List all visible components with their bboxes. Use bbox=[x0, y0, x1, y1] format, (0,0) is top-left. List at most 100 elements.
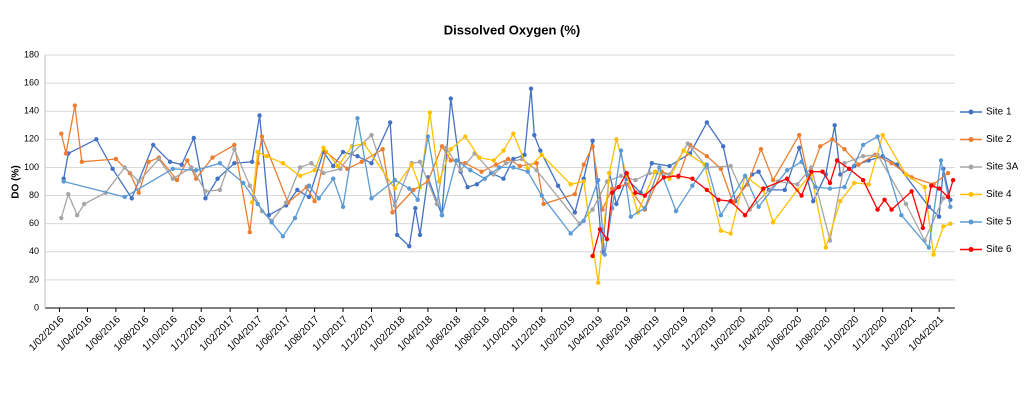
data-point bbox=[511, 165, 516, 170]
data-point bbox=[539, 193, 544, 198]
data-point bbox=[215, 176, 220, 181]
legend-marker bbox=[968, 137, 974, 142]
data-point bbox=[742, 173, 748, 179]
data-point bbox=[185, 158, 190, 163]
data-point bbox=[797, 132, 802, 138]
data-point bbox=[528, 86, 534, 91]
data-point bbox=[321, 145, 326, 150]
data-point bbox=[809, 165, 814, 170]
data-point bbox=[407, 186, 412, 191]
data-point bbox=[497, 165, 502, 170]
data-point bbox=[642, 206, 648, 211]
data-point bbox=[81, 201, 87, 207]
data-point bbox=[852, 180, 857, 186]
data-point bbox=[926, 245, 932, 250]
data-point bbox=[63, 151, 69, 156]
data-point bbox=[380, 146, 385, 152]
data-point bbox=[704, 120, 710, 125]
data-point bbox=[618, 173, 624, 179]
data-point bbox=[534, 161, 539, 166]
data-point bbox=[938, 158, 944, 163]
data-point bbox=[355, 116, 360, 121]
data-point bbox=[167, 159, 173, 165]
data-point bbox=[321, 170, 326, 176]
data-point bbox=[355, 154, 360, 159]
data-point bbox=[941, 196, 946, 201]
y-tick-label: 100 bbox=[24, 162, 39, 172]
data-point bbox=[920, 225, 926, 231]
data-point bbox=[609, 190, 615, 195]
data-point bbox=[595, 280, 601, 285]
data-point bbox=[581, 162, 586, 167]
data-point bbox=[392, 177, 398, 183]
data-point bbox=[454, 158, 459, 163]
data-point bbox=[505, 156, 511, 162]
data-point bbox=[931, 252, 936, 257]
data-point bbox=[718, 213, 724, 218]
data-point bbox=[361, 141, 367, 146]
data-point bbox=[633, 190, 638, 195]
data-point bbox=[306, 194, 312, 200]
data-point bbox=[880, 132, 885, 138]
data-point bbox=[387, 120, 393, 125]
y-tick-label: 160 bbox=[24, 77, 39, 87]
y-tick-label: 140 bbox=[24, 106, 39, 116]
legend-marker bbox=[968, 109, 974, 115]
data-point bbox=[614, 201, 619, 207]
legend-marker bbox=[968, 247, 974, 252]
data-point bbox=[340, 204, 346, 209]
data-point bbox=[532, 132, 537, 138]
data-point bbox=[797, 145, 802, 150]
data-point bbox=[568, 231, 573, 236]
data-point bbox=[247, 183, 252, 188]
data-point bbox=[247, 229, 252, 235]
data-point bbox=[59, 215, 64, 221]
data-point bbox=[761, 186, 766, 191]
data-point bbox=[439, 213, 445, 218]
data-point bbox=[889, 207, 894, 212]
data-point bbox=[604, 236, 610, 242]
data-point bbox=[581, 218, 586, 224]
data-point bbox=[704, 162, 710, 167]
data-point bbox=[838, 172, 843, 177]
data-point bbox=[443, 145, 449, 150]
data-point bbox=[511, 156, 516, 162]
data-point bbox=[369, 161, 374, 166]
data-point bbox=[860, 177, 866, 183]
data-point bbox=[232, 142, 237, 148]
data-point bbox=[522, 152, 527, 157]
data-point bbox=[458, 168, 463, 173]
data-point bbox=[179, 162, 184, 167]
data-point bbox=[413, 206, 418, 211]
data-point bbox=[477, 155, 482, 160]
data-point bbox=[614, 137, 619, 142]
data-point bbox=[941, 224, 946, 229]
data-point bbox=[136, 179, 141, 184]
data-point bbox=[217, 161, 223, 166]
data-point bbox=[875, 134, 880, 139]
data-point bbox=[809, 169, 814, 174]
data-point bbox=[742, 213, 748, 218]
data-point bbox=[232, 146, 237, 152]
data-point bbox=[539, 152, 544, 157]
data-point bbox=[174, 177, 180, 183]
legend-label: Site 1 bbox=[986, 107, 1012, 118]
data-point bbox=[642, 193, 648, 198]
data-point bbox=[493, 162, 499, 167]
y-axis-label: DO (%) bbox=[11, 165, 22, 198]
data-point bbox=[448, 158, 453, 163]
data-point bbox=[595, 177, 601, 183]
data-point bbox=[948, 221, 953, 226]
data-point bbox=[681, 148, 686, 153]
data-point bbox=[820, 169, 825, 174]
data-point bbox=[306, 183, 312, 188]
data-point bbox=[331, 163, 336, 169]
data-point bbox=[607, 170, 612, 176]
y-tick-label: 80 bbox=[29, 190, 39, 200]
data-point bbox=[945, 170, 951, 176]
data-point bbox=[297, 173, 303, 179]
data-point bbox=[146, 159, 151, 165]
data-point bbox=[151, 142, 156, 148]
